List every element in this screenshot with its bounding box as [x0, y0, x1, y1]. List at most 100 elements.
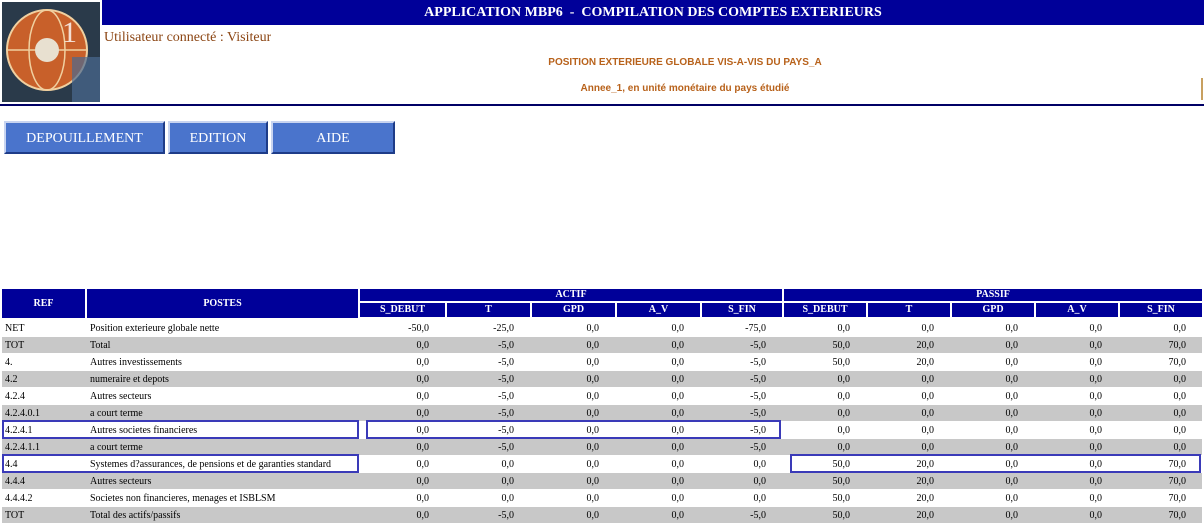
ref-cell: TOT — [5, 340, 25, 351]
value-cell: 0,0 — [921, 442, 935, 453]
value-cell: 0,0 — [671, 408, 685, 419]
ref-cell: 4.4.4 — [5, 476, 25, 487]
ref-cell: 4.4.4.2 — [5, 493, 33, 504]
value-cell: 50,0 — [832, 459, 851, 470]
value-cell: 0,0 — [1005, 425, 1019, 436]
value-cell: -5,0 — [498, 357, 514, 368]
value-cell: 0,0 — [586, 340, 600, 351]
value-cell: 0,0 — [671, 323, 685, 334]
value-cell: 0,0 — [1005, 510, 1019, 521]
label-cell: Autres investissements — [90, 357, 182, 368]
value-cell: 0,0 — [1005, 476, 1019, 487]
value-cell: -50,0 — [408, 323, 429, 334]
label-cell: Societes non financieres, menages et ISB… — [90, 493, 276, 504]
value-cell: 20,0 — [916, 510, 935, 521]
report-subtitle: Annee_1, en unité monétaire du pays étud… — [580, 83, 790, 94]
value-cell: 0,0 — [753, 493, 767, 504]
value-cell: 0,0 — [671, 425, 685, 436]
value-cell: 0,0 — [586, 357, 600, 368]
value-cell: 20,0 — [916, 493, 935, 504]
value-cell: 50,0 — [832, 510, 851, 521]
row-bg — [2, 337, 1202, 353]
value-cell: 0,0 — [1173, 374, 1187, 385]
group-header: PASSIF — [784, 289, 1202, 301]
value-cell: 0,0 — [586, 391, 600, 402]
value-cell: 0,0 — [671, 510, 685, 521]
row-bg — [2, 371, 1202, 387]
logo: 1 — [2, 2, 100, 102]
row-bg — [2, 320, 1202, 336]
value-cell: 0,0 — [586, 459, 600, 470]
value-cell: 70,0 — [1168, 493, 1187, 504]
value-cell: 0,0 — [921, 374, 935, 385]
menu-button[interactable]: EDITION — [168, 121, 268, 154]
value-cell: 0,0 — [416, 340, 430, 351]
value-cell: 0,0 — [416, 459, 430, 470]
value-cell: 0,0 — [501, 459, 515, 470]
value-cell: -25,0 — [493, 323, 514, 334]
row-bg — [2, 456, 1202, 472]
value-cell: 0,0 — [586, 510, 600, 521]
ref-cell: 4.2.4.1 — [5, 425, 33, 436]
value-cell: 0,0 — [416, 391, 430, 402]
label-cell: Autres secteurs — [90, 391, 152, 402]
value-cell: 0,0 — [671, 340, 685, 351]
value-cell: 0,0 — [671, 442, 685, 453]
value-cell: 0,0 — [1089, 340, 1103, 351]
value-cell: 0,0 — [1089, 391, 1103, 402]
value-cell: 0,0 — [416, 476, 430, 487]
value-cell: 0,0 — [416, 510, 430, 521]
value-cell: 0,0 — [416, 493, 430, 504]
value-cell: 0,0 — [1005, 323, 1019, 334]
value-cell: 0,0 — [1089, 493, 1103, 504]
value-cell: 0,0 — [921, 425, 935, 436]
value-cell: -5,0 — [750, 510, 766, 521]
value-cell: 70,0 — [1168, 340, 1187, 351]
label-cell: a court terme — [90, 408, 143, 419]
value-cell: 0,0 — [837, 391, 851, 402]
value-cell: 0,0 — [837, 408, 851, 419]
label-cell: Autres secteurs — [90, 476, 152, 487]
row-bg — [2, 473, 1202, 489]
value-cell: 0,0 — [586, 408, 600, 419]
value-cell: -5,0 — [498, 442, 514, 453]
ref-cell: 4. — [5, 357, 13, 368]
selection-box — [2, 420, 359, 439]
value-cell: 50,0 — [832, 340, 851, 351]
row-bg — [2, 507, 1202, 523]
menu-button[interactable]: AIDE — [271, 121, 395, 154]
value-cell: 0,0 — [1089, 510, 1103, 521]
column-header: S_FIN — [1120, 303, 1202, 317]
row-bg — [2, 490, 1202, 506]
header-cell: REF — [2, 289, 85, 318]
value-cell: 0,0 — [837, 374, 851, 385]
value-cell: 0,0 — [416, 442, 430, 453]
value-cell: 0,0 — [416, 374, 430, 385]
label-cell: Systemes d?assurances, de pensions et de… — [90, 459, 332, 470]
label-cell: Position exterieure globale nette — [90, 323, 220, 334]
value-cell: 0,0 — [1173, 408, 1187, 419]
value-cell: 0,0 — [837, 425, 851, 436]
app-title: APPLICATION MBP6 - COMPILATION DES COMPT… — [102, 0, 1204, 25]
ref-cell: 4.2.4 — [5, 391, 25, 402]
value-cell: 20,0 — [916, 459, 935, 470]
value-cell: 0,0 — [1005, 408, 1019, 419]
value-cell: 0,0 — [1089, 408, 1103, 419]
value-cell: 0,0 — [416, 357, 430, 368]
value-cell: 0,0 — [416, 425, 430, 436]
value-cell: 0,0 — [1089, 357, 1103, 368]
value-cell: 0,0 — [586, 323, 600, 334]
column-header: S_DEBUT — [360, 303, 445, 317]
menu-button[interactable]: DEPOUILLEMENT — [4, 121, 165, 154]
value-cell: 0,0 — [1005, 391, 1019, 402]
column-header: S_FIN — [702, 303, 782, 317]
column-header: GPD — [532, 303, 615, 317]
value-cell: 50,0 — [832, 493, 851, 504]
value-cell: -5,0 — [498, 425, 514, 436]
value-cell: 70,0 — [1168, 510, 1187, 521]
value-cell: 0,0 — [837, 323, 851, 334]
value-cell: 0,0 — [921, 408, 935, 419]
value-cell: -5,0 — [750, 374, 766, 385]
value-cell: 20,0 — [916, 340, 935, 351]
value-cell: 0,0 — [1005, 442, 1019, 453]
